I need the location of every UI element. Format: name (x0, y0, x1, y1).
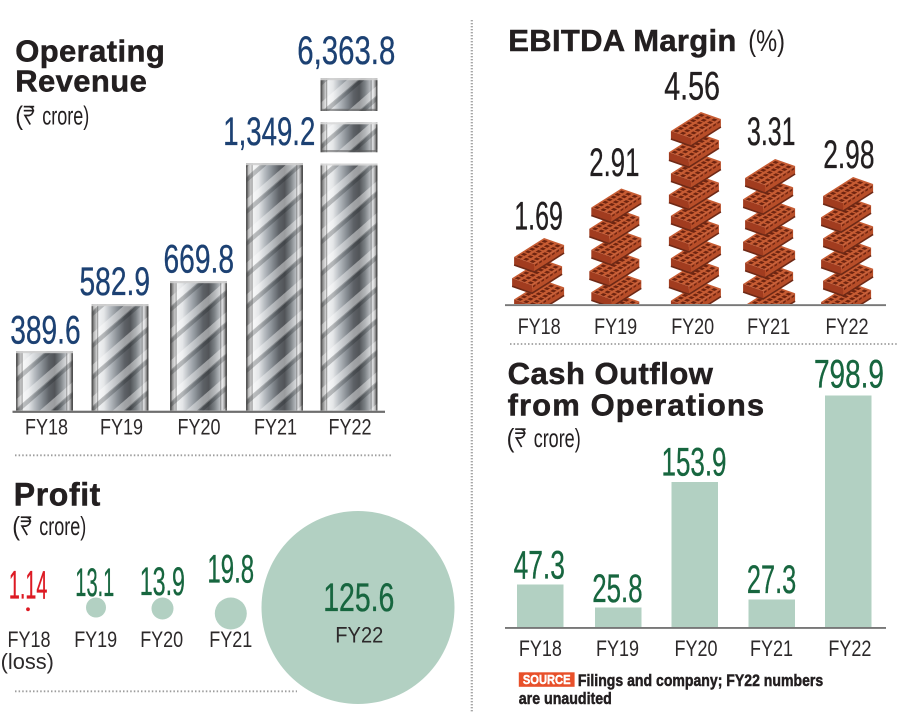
svg-text:Cash Outflow: Cash Outflow (508, 356, 714, 391)
svg-text:FY18: FY18 (25, 415, 68, 440)
svg-text:47.3: 47.3 (514, 544, 565, 588)
svg-text:19.8: 19.8 (207, 548, 254, 592)
svg-text:from Operations: from Operations (508, 388, 766, 423)
svg-text:FY22: FY22 (329, 415, 372, 440)
svg-text:2.91: 2.91 (589, 141, 639, 185)
svg-text:FY19: FY19 (594, 314, 637, 339)
svg-text:Operating: Operating (15, 33, 165, 68)
svg-text:582.9: 582.9 (80, 260, 151, 304)
svg-text:25.8: 25.8 (592, 567, 642, 611)
svg-text:153.9: 153.9 (662, 441, 727, 485)
svg-text:(: ( (15, 101, 23, 131)
svg-text:FY19: FY19 (100, 415, 143, 440)
svg-text:FY22: FY22 (828, 636, 871, 661)
svg-text:FY18: FY18 (519, 636, 562, 661)
svg-text:FY21: FY21 (747, 314, 790, 339)
svg-text:(: ( (12, 511, 20, 541)
svg-text:crore): crore) (37, 101, 89, 131)
svg-text:669.8: 669.8 (164, 238, 235, 282)
svg-text:(%): (%) (748, 25, 785, 58)
svg-text:6,363.8: 6,363.8 (297, 29, 395, 73)
svg-text:2.98: 2.98 (823, 133, 874, 177)
svg-text:1.69: 1.69 (514, 195, 563, 239)
svg-text:FY20: FY20 (178, 415, 221, 440)
svg-text:3.31: 3.31 (747, 110, 796, 154)
svg-text:Profit: Profit (14, 477, 101, 513)
svg-text:FY20: FY20 (671, 314, 714, 339)
svg-text:FY18: FY18 (518, 314, 561, 339)
svg-text:FY21: FY21 (254, 415, 297, 440)
svg-text:SOURCE: SOURCE (523, 673, 571, 687)
svg-text:FY18: FY18 (8, 627, 51, 652)
svg-text:1,349.2: 1,349.2 (223, 110, 315, 154)
svg-text:FY19: FY19 (74, 627, 117, 652)
svg-text:FY22: FY22 (335, 622, 383, 647)
svg-text:125.6: 125.6 (323, 576, 394, 620)
svg-text:FY22: FY22 (826, 314, 869, 339)
svg-text:FY21: FY21 (209, 627, 252, 652)
svg-text:Revenue: Revenue (15, 63, 147, 98)
svg-text:389.6: 389.6 (10, 309, 80, 353)
svg-text:FY20: FY20 (675, 636, 718, 661)
svg-text:crore): crore) (34, 511, 86, 541)
svg-text:EBITDA Margin: EBITDA Margin (508, 23, 736, 58)
svg-text:are unaudited: are unaudited (519, 689, 612, 708)
svg-text:798.9: 798.9 (814, 353, 884, 397)
svg-text:FY19: FY19 (596, 636, 639, 661)
svg-text:(loss): (loss) (1, 649, 54, 674)
svg-text:27.3: 27.3 (747, 558, 796, 602)
svg-text:FY21: FY21 (750, 636, 793, 661)
svg-text:13.1: 13.1 (75, 561, 114, 605)
svg-text:1.14: 1.14 (9, 564, 48, 608)
svg-text:(: ( (507, 423, 515, 453)
svg-text:Filings and company; FY22 numb: Filings and company; FY22 numbers (578, 671, 823, 690)
svg-text:FY20: FY20 (140, 627, 183, 652)
svg-text:4.56: 4.56 (664, 65, 720, 109)
svg-text:13.9: 13.9 (140, 560, 185, 604)
svg-text:crore): crore) (529, 423, 581, 453)
